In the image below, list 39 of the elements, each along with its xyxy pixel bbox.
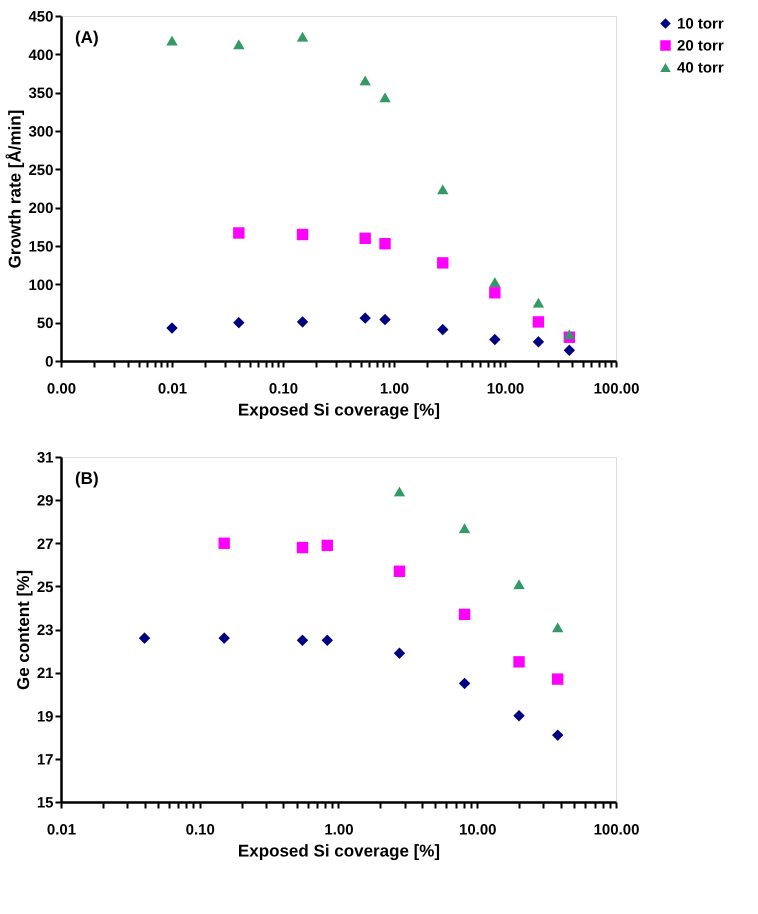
y-tick-label: 250 xyxy=(28,162,54,179)
y-tick-label: 29 xyxy=(36,492,54,510)
x-tick-label: 100.00 xyxy=(594,822,640,838)
legend-label: 20 torr xyxy=(677,38,724,54)
y-axis-title: Growth rate [Å/min] xyxy=(5,110,24,268)
y-tick-label: 200 xyxy=(28,200,54,218)
y-tick-label: 150 xyxy=(28,238,54,256)
y-tick-label: 300 xyxy=(28,124,54,140)
y-tick-label: 100 xyxy=(28,276,54,294)
y-tick-label: 15 xyxy=(36,794,54,812)
y-tick-label: 21 xyxy=(36,665,54,682)
annotation: (B) xyxy=(75,469,99,488)
x-tick-label: 0.10 xyxy=(186,822,215,838)
x-tick-label: 10.00 xyxy=(486,380,524,398)
x-tick-label: 0.00 xyxy=(46,380,76,398)
y-tick-label: 31 xyxy=(36,450,54,466)
x-tick-label: 0.10 xyxy=(268,380,298,398)
legend-label: 40 torr xyxy=(677,60,724,76)
y-tick-label: 450 xyxy=(28,8,54,26)
legend-label: 10 torr xyxy=(677,16,724,32)
y-tick-label: 50 xyxy=(36,315,54,332)
y-tick-label: 17 xyxy=(36,751,54,768)
x-tick-label: 0.01 xyxy=(46,822,76,838)
y-tick-label: 19 xyxy=(36,708,54,726)
y-tick-label: 27 xyxy=(36,536,54,553)
y-tick-label: 400 xyxy=(28,46,54,64)
x-tick-label: 0.01 xyxy=(158,380,188,398)
y-tick-label: 25 xyxy=(36,578,54,596)
annotation: (A) xyxy=(75,28,99,47)
x-tick-label: 1.00 xyxy=(324,822,354,838)
x-tick-label: 1.00 xyxy=(380,380,410,398)
x-axis-title: Exposed Si coverage [%] xyxy=(238,400,440,420)
y-tick-label: 0 xyxy=(45,354,54,370)
y-tick-label: 23 xyxy=(36,622,54,639)
y-axis-title: Ge content [%] xyxy=(14,570,33,690)
y-tick-label: 350 xyxy=(28,85,54,102)
x-axis-title: Exposed Si coverage [%] xyxy=(238,842,440,860)
x-tick-label: 10.00 xyxy=(458,822,497,838)
x-tick-label: 100.00 xyxy=(594,380,640,398)
